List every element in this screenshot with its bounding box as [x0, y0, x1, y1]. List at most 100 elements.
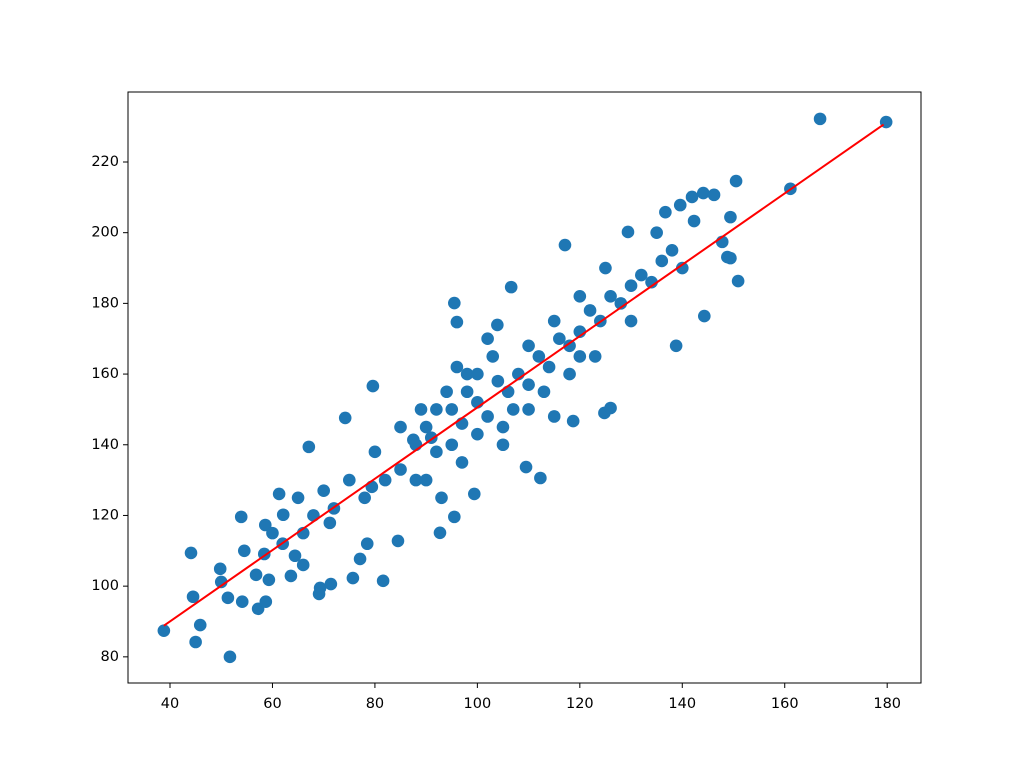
scatter-point — [221, 591, 235, 605]
scatter-point — [634, 268, 648, 282]
y-tick-label: 220 — [91, 154, 119, 170]
scatter-point — [237, 544, 251, 558]
scatter-point — [445, 403, 459, 416]
scatter-point — [448, 296, 461, 310]
scatter-point — [588, 350, 602, 363]
y-tick-label: 80 — [101, 649, 119, 665]
scatter-point — [266, 526, 279, 540]
scatter-point — [519, 460, 533, 474]
scatter-point — [532, 350, 546, 363]
scatter-point — [223, 650, 237, 664]
scatter-point — [440, 385, 453, 399]
regression-line — [163, 123, 885, 627]
scatter-point — [302, 440, 316, 454]
scatter-point — [553, 332, 566, 346]
scatter-point — [419, 473, 433, 487]
scatter-point — [365, 480, 379, 494]
scatter-point — [604, 290, 617, 303]
scatter-point — [276, 508, 290, 522]
scatter-point — [360, 537, 374, 551]
scatter-point — [272, 487, 286, 501]
x-tick-label: 40 — [161, 696, 179, 712]
scatter-point — [481, 332, 494, 346]
scatter-point — [366, 379, 380, 393]
scatter-point — [698, 309, 711, 323]
scatter-point — [621, 225, 635, 239]
scatter-point — [193, 618, 207, 632]
scatter-point — [645, 275, 658, 289]
scatter-point — [234, 510, 248, 524]
scatter-point — [235, 595, 249, 609]
scatter-point — [346, 571, 360, 585]
scatter-point — [409, 473, 423, 487]
scatter-point — [323, 516, 337, 530]
scatter-point — [486, 350, 500, 363]
scatter-point — [547, 314, 561, 328]
scatter-point — [573, 290, 587, 303]
scatter-point — [504, 280, 518, 294]
scatter-point — [435, 491, 448, 505]
scatter-point — [573, 350, 587, 363]
axes-frame — [127, 91, 922, 684]
scatter-point — [358, 491, 371, 505]
scatter-point — [284, 569, 298, 583]
scatter-point — [291, 491, 305, 505]
x-tick-label: 120 — [566, 696, 594, 712]
scatter-point — [430, 445, 443, 459]
scatter-point — [312, 587, 326, 601]
scatter-point — [450, 315, 464, 329]
scatter-point — [445, 438, 459, 452]
scatter-point — [394, 463, 407, 476]
plot-area — [157, 112, 893, 664]
scatter-point — [558, 238, 572, 252]
scatter-point — [542, 360, 556, 374]
scatter-point — [258, 518, 272, 532]
scatter-point — [659, 205, 672, 219]
scatter-point — [624, 314, 638, 328]
scatter-point — [189, 635, 202, 649]
scatter-point — [338, 411, 352, 425]
scatter-point — [460, 385, 474, 399]
scatter-point — [522, 403, 535, 416]
scatter-point — [376, 574, 390, 588]
scatter-point — [430, 403, 443, 416]
scatter-point — [665, 244, 679, 257]
scatter-point — [685, 190, 699, 204]
scatter-point — [813, 112, 827, 126]
scatter-point — [655, 254, 669, 268]
scatter-point — [467, 487, 481, 501]
x-tick-label: 100 — [464, 696, 492, 712]
x-tick-label: 80 — [366, 696, 384, 712]
scatter-point — [414, 403, 428, 416]
scatter-point — [566, 414, 580, 428]
scatter-point — [563, 367, 576, 381]
y-tick-label: 120 — [91, 507, 119, 523]
scatter-point — [259, 595, 273, 609]
scatter-point — [496, 438, 510, 452]
scatter-point — [288, 549, 302, 563]
scatter-point — [471, 367, 484, 381]
scatter-point — [491, 374, 505, 388]
scatter-point — [186, 590, 200, 604]
scatter-point — [378, 473, 392, 487]
scatter-point — [296, 558, 310, 572]
x-tick-label: 60 — [263, 696, 281, 712]
scatter-point — [563, 339, 576, 353]
x-tick-label: 160 — [771, 696, 799, 712]
scatter-point — [213, 562, 227, 576]
scatter-point — [724, 251, 737, 265]
scatter-point — [419, 420, 433, 434]
scatter-point — [249, 568, 263, 582]
scatter-point — [547, 410, 561, 423]
scatter-point — [707, 188, 721, 202]
scatter-point — [522, 339, 535, 353]
scatter-point — [729, 174, 743, 188]
scatter-point — [343, 473, 356, 487]
scatter-point — [471, 427, 484, 441]
x-tick-label: 180 — [873, 696, 901, 712]
scatter-point — [307, 509, 320, 522]
scatter-point — [214, 575, 228, 589]
scatter-point — [669, 339, 683, 353]
scatter-point — [391, 534, 405, 548]
scatter-point — [506, 403, 520, 416]
